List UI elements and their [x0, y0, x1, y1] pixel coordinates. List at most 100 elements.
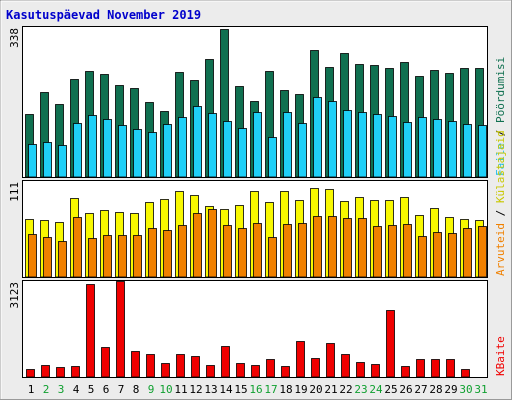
- bar-arvuteid-day-12: [193, 213, 202, 278]
- x-tick-label-day-5: 5: [88, 383, 95, 396]
- bar-kbaite-day-21: [326, 343, 335, 378]
- panel-visitors-sites: 111: [8, 180, 488, 278]
- panel-kbytes-bars: [26, 281, 470, 378]
- bar-kbaite-day-22: [341, 354, 350, 378]
- bar-arvuteid-day-21: [328, 216, 337, 278]
- x-tick-label-day-2: 2: [43, 383, 50, 396]
- x-tick-label-day-19: 19: [294, 383, 307, 396]
- x-tick-label-day-9: 9: [148, 383, 155, 396]
- bar-faile-day-14: [223, 121, 232, 178]
- bar-kbaite-day-3: [56, 367, 65, 378]
- bar-kbaite-day-13: [206, 365, 215, 378]
- bar-arvuteid-day-15: [238, 228, 247, 278]
- bar-kbaite-day-28: [431, 359, 440, 378]
- bar-arvuteid-day-9: [148, 228, 157, 278]
- x-tick-label-day-17: 17: [264, 383, 277, 396]
- x-tick-label-day-25: 25: [384, 383, 397, 396]
- bar-faile-day-16: [253, 112, 262, 178]
- bar-arvuteid-day-4: [73, 217, 82, 278]
- bar-kbaite-day-4: [71, 366, 80, 378]
- legend-kbytes-group: KBaite: [494, 336, 507, 376]
- x-tick-label-day-7: 7: [118, 383, 125, 396]
- bar-kbaite-day-12: [191, 356, 200, 378]
- x-tick-label-day-28: 28: [429, 383, 442, 396]
- bar-faile-day-31: [478, 125, 487, 178]
- x-tick-label-day-12: 12: [189, 383, 202, 396]
- bar-arvuteid-day-29: [448, 233, 457, 278]
- bar-faile-day-8: [133, 129, 142, 178]
- x-tick-label-day-26: 26: [399, 383, 412, 396]
- bar-kbaite-day-7: [116, 281, 125, 378]
- bar-arvuteid-day-18: [283, 224, 292, 278]
- bar-arvuteid-day-1: [28, 234, 37, 278]
- panel-kbytes: 3123: [8, 280, 488, 378]
- bar-arvuteid-day-22: [343, 218, 352, 278]
- legend-visitors-sites: Arvuteid / Külastajaid: [494, 130, 507, 276]
- x-tick-label-day-21: 21: [324, 383, 337, 396]
- bar-kbaite-day-1: [26, 369, 35, 378]
- x-tick-label-day-20: 20: [309, 383, 322, 396]
- x-tick-label-day-8: 8: [133, 383, 140, 396]
- legend-kbytes: KBaite: [494, 336, 507, 376]
- bar-arvuteid-day-14: [223, 225, 232, 278]
- bar-arvuteid-day-25: [388, 225, 397, 278]
- bar-faile-day-4: [73, 123, 82, 178]
- bar-arvuteid-day-17: [268, 237, 277, 278]
- bar-faile-day-24: [373, 114, 382, 178]
- bar-arvuteid-day-13: [208, 209, 217, 278]
- bar-faile-day-12: [193, 106, 202, 178]
- bar-faile-day-23: [358, 112, 367, 178]
- panel-kbytes-max-label: 3123: [8, 282, 21, 309]
- x-axis-day-labels: 1 2 3 4 5 6 7 8 9 10 11 12 13 14 15 16 17 18 19 20 21 22 23 24 2…: [28, 383, 488, 396]
- panel-hits-files: 338: [8, 26, 488, 178]
- bar-faile-day-13: [208, 113, 217, 178]
- bar-arvuteid-day-28: [433, 232, 442, 278]
- bar-kbaite-day-29: [446, 359, 455, 378]
- bar-kbaite-day-19: [296, 341, 305, 378]
- bar-arvuteid-day-3: [58, 241, 67, 278]
- bar-kbaite-day-8: [131, 351, 140, 378]
- bar-kbaite-day-18: [281, 366, 290, 378]
- legend-separator: /: [494, 203, 507, 223]
- bar-faile-day-21: [328, 101, 337, 178]
- svg-text:KBaite: KBaite: [494, 336, 507, 376]
- svg-text:Arvuteid / Külastajaid: Arvuteid / Külastajaid: [494, 130, 507, 276]
- x-tick-label-day-23: 23: [354, 383, 367, 396]
- bar-kbaite-day-25: [386, 310, 395, 378]
- bar-faile-day-1: [28, 144, 37, 178]
- x-tick-label-day-29: 29: [444, 383, 457, 396]
- bar-arvuteid-day-30: [463, 228, 472, 278]
- bar-arvuteid-day-24: [373, 226, 382, 278]
- panel-visitors-sites-bars: [25, 188, 487, 278]
- x-tick-label-day-6: 6: [103, 383, 110, 396]
- bar-arvuteid-day-2: [43, 237, 52, 278]
- x-tick-label-day-18: 18: [279, 383, 292, 396]
- bar-kbaite-day-30: [461, 369, 470, 378]
- bar-arvuteid-day-11: [178, 225, 187, 278]
- bar-faile-day-29: [448, 121, 457, 178]
- bar-faile-day-3: [58, 145, 67, 178]
- x-tick-label-day-16: 16: [249, 383, 262, 396]
- bar-arvuteid-day-20: [313, 216, 322, 278]
- bar-kbaite-day-6: [101, 347, 110, 378]
- legend-visitors: Külastajaid: [494, 130, 507, 203]
- bar-arvuteid-day-26: [403, 224, 412, 278]
- bar-arvuteid-day-6: [103, 235, 112, 278]
- panel-kbytes-plot: [22, 280, 488, 378]
- bar-arvuteid-day-27: [418, 236, 427, 278]
- legend-hits-files: Faile / Pöördumisi: [494, 57, 507, 176]
- bar-kbaite-day-5: [86, 284, 95, 378]
- bar-kbaite-day-11: [176, 354, 185, 378]
- bar-arvuteid-day-31: [478, 226, 487, 278]
- bar-kbaite-day-2: [41, 365, 50, 378]
- bar-arvuteid-day-7: [118, 235, 127, 278]
- bar-arvuteid-day-10: [163, 230, 172, 278]
- bar-kbaite-day-15: [236, 363, 245, 378]
- x-tick-label-day-30: 30: [459, 383, 472, 396]
- x-tick-label-day-4: 4: [73, 383, 80, 396]
- bar-faile-day-22: [343, 110, 352, 178]
- x-tick-label-day-31: 31: [474, 383, 487, 396]
- bar-faile-day-28: [433, 119, 442, 178]
- bar-kbaite-day-27: [416, 359, 425, 378]
